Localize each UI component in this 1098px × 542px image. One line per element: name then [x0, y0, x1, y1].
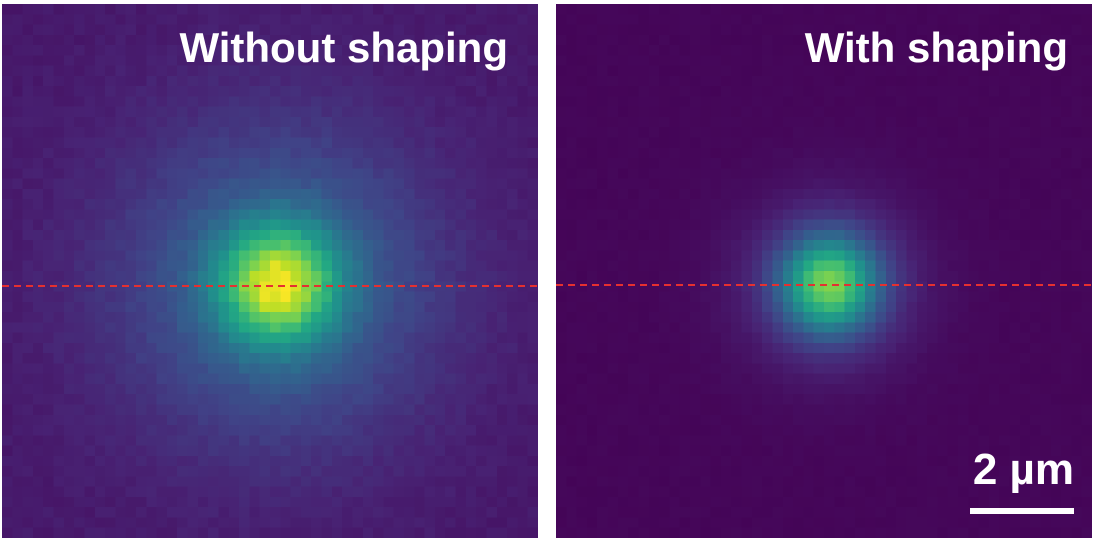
profile-line-overlay: [2, 285, 538, 287]
image-panel-without-shaping: Without shaping: [2, 4, 538, 538]
profile-line-overlay: [556, 284, 1092, 286]
panel-label: Without shaping: [179, 24, 508, 71]
image-panel-with-shaping: With shaping 2 µm: [556, 4, 1092, 538]
panel-label: With shaping: [804, 24, 1068, 71]
scale-bar: [970, 508, 1074, 514]
beam-profile-image: [556, 4, 1092, 538]
beam-profile-image: [2, 4, 538, 538]
scale-bar-label: 2 µm: [972, 445, 1074, 494]
